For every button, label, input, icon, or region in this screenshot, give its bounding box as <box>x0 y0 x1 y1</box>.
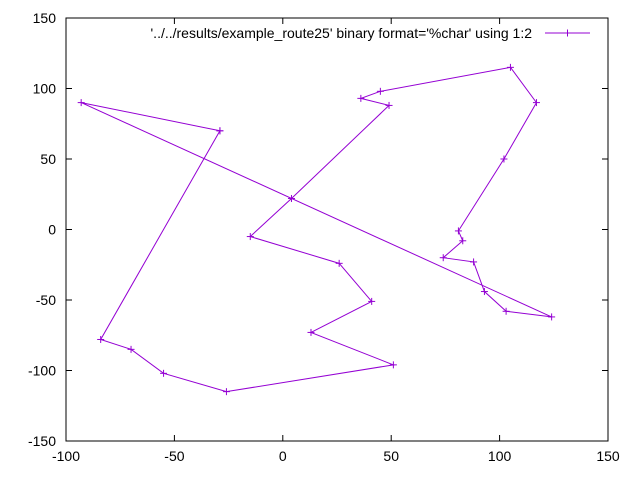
data-point <box>216 127 224 135</box>
series-layer <box>77 63 556 396</box>
data-point <box>532 99 540 107</box>
y-tick-label: 150 <box>33 10 57 26</box>
data-point <box>368 297 376 305</box>
data-point <box>548 313 556 321</box>
data-point <box>506 63 514 71</box>
data-point <box>385 101 393 109</box>
data-point <box>470 258 478 266</box>
legend-entry-label: '../../results/example_route25' binary f… <box>151 25 533 41</box>
data-point <box>357 94 365 102</box>
x-tick-label: -100 <box>52 448 80 464</box>
data-point <box>389 361 397 369</box>
x-tick-label: 0 <box>279 448 287 464</box>
legend-entry-marker <box>564 29 571 37</box>
data-point <box>287 194 295 202</box>
data-point <box>502 307 510 315</box>
legend: '../../results/example_route25' binary f… <box>151 25 590 41</box>
data-point <box>307 328 315 336</box>
x-tick-label: 150 <box>596 448 620 464</box>
data-point <box>246 233 254 241</box>
data-point <box>335 259 343 267</box>
series-line <box>80 66 552 393</box>
data-point <box>459 237 467 245</box>
y-tick-label: 100 <box>33 81 57 97</box>
x-tick-label: 100 <box>488 448 512 464</box>
data-point <box>439 254 447 262</box>
plot-frame <box>65 17 609 442</box>
data-point <box>480 288 488 296</box>
data-point <box>500 155 508 163</box>
y-tick-label: 0 <box>48 222 56 238</box>
y-tick-label: -50 <box>36 292 56 308</box>
data-point <box>376 87 384 95</box>
data-point <box>127 345 135 353</box>
y-tick-label: 50 <box>40 151 56 167</box>
data-point <box>97 335 105 343</box>
data-point <box>160 369 168 377</box>
data-point <box>77 99 85 107</box>
x-tick-label: 50 <box>383 448 399 464</box>
data-point <box>222 388 230 396</box>
data-point <box>454 227 462 235</box>
y-tick-label: -100 <box>28 363 56 379</box>
x-tick-label: -50 <box>164 448 184 464</box>
y-tick-label: -150 <box>28 433 56 449</box>
